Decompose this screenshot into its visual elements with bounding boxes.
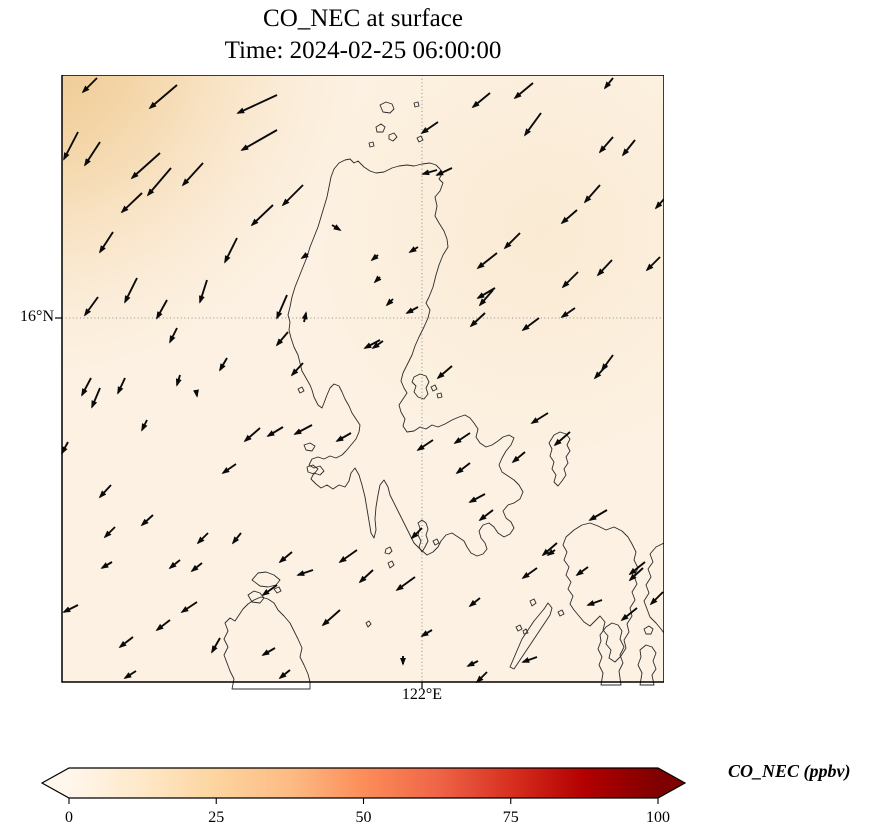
graticule-layer [62, 75, 664, 682]
x-axis-tick-label: 122°E [401, 686, 443, 703]
plot-frame [61, 75, 664, 683]
colorbar-over-arrow [658, 768, 685, 798]
chart-title: CO_NEC at surface [263, 5, 463, 32]
colorbar: 0 25 50 75 100 [40, 764, 700, 832]
colorbar-gradient-bar [69, 768, 658, 798]
chart-subtitle: Time: 2024-02-25 06:00:00 [224, 37, 502, 64]
svg-text:100: 100 [646, 809, 670, 826]
svg-text:0: 0 [65, 809, 73, 826]
colorbar-under-arrow [42, 768, 69, 798]
svg-text:75: 75 [503, 809, 519, 826]
coastline-layer [223, 101, 664, 690]
colorbar-svg: 0 25 50 75 100 [40, 767, 687, 826]
map-panel [54, 75, 664, 695]
field-layer [62, 75, 664, 682]
colorbar-ticks: 0 25 50 75 100 [65, 798, 670, 826]
wind-quiver-layer [61, 77, 664, 684]
svg-text:50: 50 [356, 809, 372, 826]
svg-text:25: 25 [208, 809, 224, 826]
colorbar-label: CO_NEC (ppbv) [728, 761, 851, 781]
map-svg [55, 75, 664, 690]
y-axis-tick-label: 16°N [20, 308, 54, 325]
